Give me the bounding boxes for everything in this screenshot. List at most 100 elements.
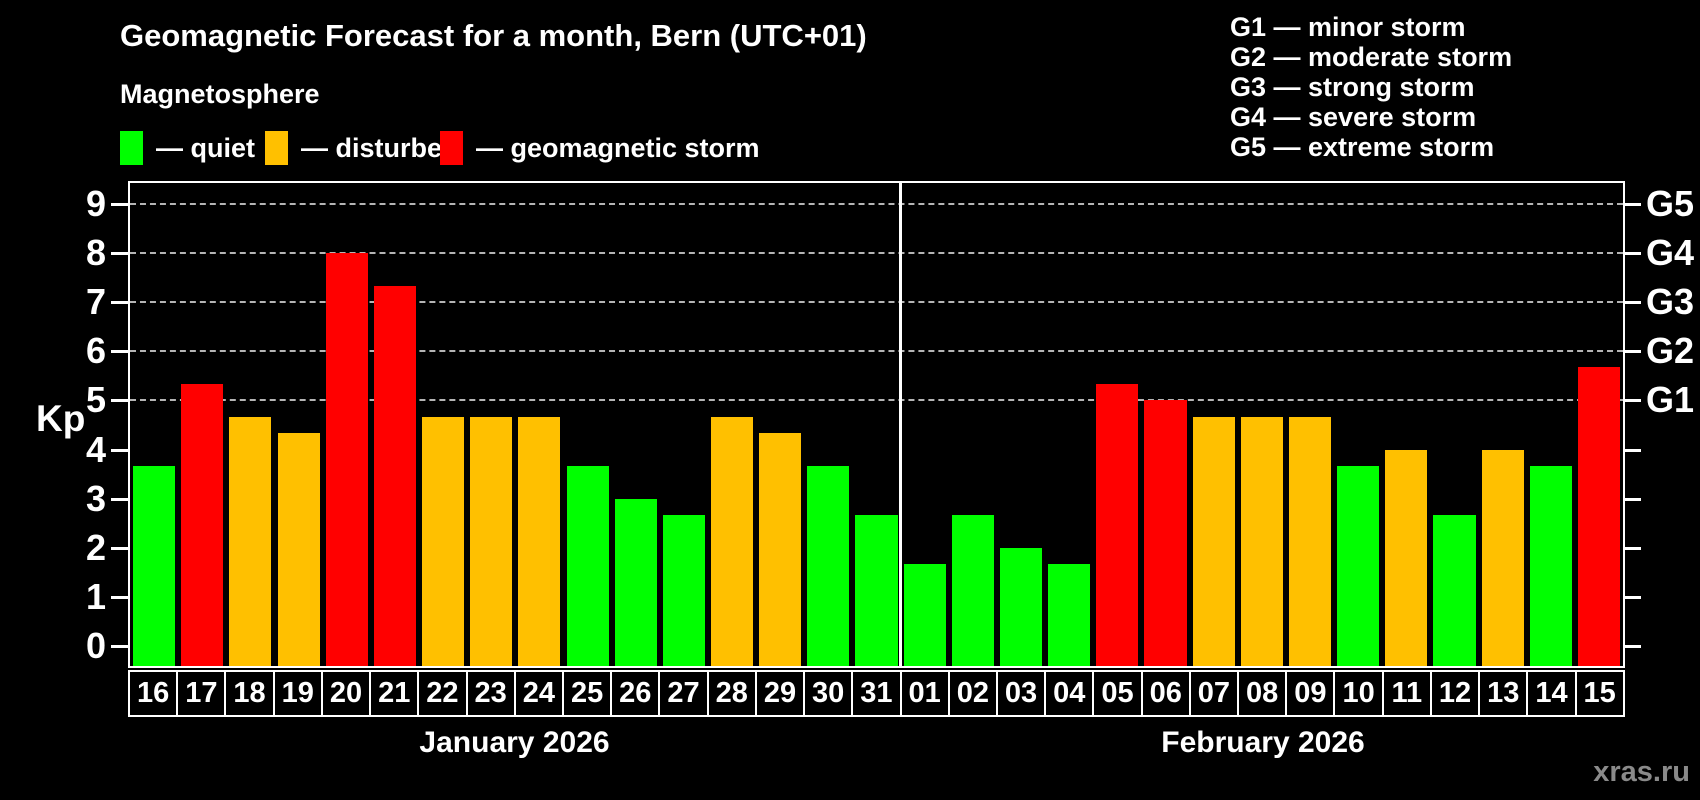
quiet-color-swatch bbox=[120, 131, 143, 165]
kp-bar-day-04 bbox=[1048, 564, 1091, 666]
date-cell-11: 11 bbox=[1381, 670, 1432, 717]
date-cell-09: 09 bbox=[1285, 670, 1336, 717]
plot-area bbox=[128, 181, 1625, 668]
kp-bar-day-17 bbox=[181, 384, 224, 666]
kp-bar-day-26 bbox=[614, 498, 657, 666]
date-cell-03: 03 bbox=[995, 670, 1047, 717]
date-cell-18: 18 bbox=[224, 670, 275, 717]
g-tick-label-g1: G1 bbox=[1646, 379, 1695, 421]
date-cell-08: 08 bbox=[1237, 670, 1288, 717]
legend-label-disturbed: — disturbed bbox=[301, 132, 459, 163]
y-tick-label-2: 2 bbox=[85, 527, 106, 568]
kp-bar-day-03 bbox=[999, 548, 1043, 666]
kp-bar-day-01 bbox=[903, 564, 946, 666]
kp-bar-day-02 bbox=[951, 515, 994, 666]
left-tick-kp5 bbox=[111, 399, 128, 403]
date-cell-15: 15 bbox=[1574, 670, 1625, 717]
gridline-kp5 bbox=[130, 399, 1623, 402]
gridline-kp8 bbox=[130, 251, 1623, 254]
kp-bar-day-12 bbox=[1433, 515, 1476, 666]
date-cell-31: 31 bbox=[851, 670, 902, 717]
g-legend-line-5: G5 — extreme storm bbox=[1230, 132, 1495, 162]
right-tick-kp6 bbox=[1625, 350, 1641, 354]
right-tick-kp0 bbox=[1625, 645, 1641, 649]
date-cell-29: 29 bbox=[754, 670, 806, 717]
page-title: Geomagnetic Forecast for a month, Bern (… bbox=[120, 18, 867, 53]
right-tick-kp4 bbox=[1625, 448, 1641, 452]
g-scale-legend: G1 — minor storm G2 — moderate storm G3 … bbox=[1230, 12, 1512, 162]
left-tick-kp0 bbox=[111, 645, 128, 649]
left-tick-kp9 bbox=[111, 202, 128, 206]
g-legend-line-3: G3 — strong storm bbox=[1230, 72, 1475, 102]
disturbed-color-swatch bbox=[265, 131, 288, 165]
date-cell-21: 21 bbox=[369, 670, 420, 717]
legend-item-quiet: — quiet bbox=[120, 129, 255, 167]
y-tick-label-1: 1 bbox=[85, 576, 106, 618]
legend-label-quiet: — quiet bbox=[156, 132, 255, 163]
watermark-link[interactable]: xras.ru bbox=[1593, 756, 1690, 788]
legend-label-storm: — geomagnetic storm bbox=[476, 132, 760, 163]
date-cell-24: 24 bbox=[513, 670, 564, 717]
date-cell-06: 06 bbox=[1140, 670, 1191, 717]
left-tick-kp6 bbox=[111, 350, 128, 354]
y-tick-label-8: 8 bbox=[85, 231, 106, 273]
date-cell-22: 22 bbox=[417, 670, 468, 717]
kp-bar-day-11 bbox=[1385, 449, 1428, 666]
y-tick-label-0: 0 bbox=[85, 625, 106, 667]
kp-bar-day-06 bbox=[1144, 400, 1187, 666]
y-axis-label: Kp bbox=[36, 398, 86, 439]
date-cell-17: 17 bbox=[176, 670, 227, 717]
kp-bar-day-21 bbox=[373, 285, 416, 666]
kp-bar-day-14 bbox=[1529, 465, 1572, 666]
date-cell-28: 28 bbox=[706, 670, 757, 717]
right-tick-kp3 bbox=[1625, 497, 1641, 501]
kp-bar-day-05 bbox=[1096, 384, 1139, 666]
left-tick-kp2 bbox=[111, 547, 128, 550]
gridline-kp7 bbox=[130, 301, 1623, 303]
kp-bar-day-23 bbox=[470, 416, 513, 666]
g-tick-label-g2: G2 bbox=[1646, 330, 1695, 372]
right-tick-kp2 bbox=[1625, 547, 1641, 550]
gridline-kp6 bbox=[130, 350, 1623, 353]
left-tick-kp7 bbox=[111, 301, 128, 304]
kp-bar-day-13 bbox=[1481, 449, 1524, 666]
kp-bar-day-29 bbox=[759, 433, 802, 666]
y-tick-label-4: 4 bbox=[85, 428, 106, 470]
g-tick-label-g3: G3 bbox=[1646, 281, 1695, 322]
kp-bar-day-24 bbox=[518, 416, 561, 666]
date-cell-20: 20 bbox=[320, 670, 372, 717]
legend-item-storm: — geomagnetic storm bbox=[440, 129, 760, 167]
date-cell-07: 07 bbox=[1188, 670, 1240, 717]
date-cell-23: 23 bbox=[465, 670, 516, 717]
g-legend-line-1: G1 — minor storm bbox=[1230, 12, 1466, 42]
kp-bar-day-27 bbox=[662, 515, 705, 666]
date-cell-04: 04 bbox=[1044, 670, 1095, 717]
y-tick-label-6: 6 bbox=[85, 330, 106, 372]
kp-bar-day-30 bbox=[807, 465, 850, 666]
kp-bar-day-18 bbox=[229, 416, 272, 666]
kp-bar-day-10 bbox=[1337, 465, 1380, 666]
month-label-january: January 2026 bbox=[419, 726, 610, 759]
date-cell-14: 14 bbox=[1526, 670, 1577, 717]
date-cell-26: 26 bbox=[610, 670, 661, 717]
left-tick-kp4 bbox=[111, 448, 128, 452]
date-cell-19: 19 bbox=[272, 670, 323, 717]
g-tick-label-g4: G4 bbox=[1646, 231, 1695, 273]
right-tick-kp5 bbox=[1625, 399, 1641, 403]
date-cell-16: 16 bbox=[128, 670, 179, 717]
date-cell-02: 02 bbox=[947, 670, 998, 717]
chart-subtitle: Magnetosphere bbox=[120, 79, 320, 109]
date-axis-row: 16 17 18 19 20 21 22 23 24 25 26 27 28 29 30 31 01 02 03 04… bbox=[128, 670, 1625, 717]
date-cell-05: 05 bbox=[1092, 670, 1143, 717]
left-tick-kp1 bbox=[111, 596, 128, 600]
kp-bar-day-19 bbox=[277, 433, 320, 666]
date-cell-27: 27 bbox=[658, 670, 709, 717]
date-cell-10: 10 bbox=[1333, 670, 1384, 717]
date-cell-01: 01 bbox=[899, 670, 950, 717]
kp-bar-day-07 bbox=[1192, 416, 1235, 666]
g-tick-label-g5: G5 bbox=[1646, 182, 1695, 224]
g-legend-line-4: G4 — severe storm bbox=[1230, 102, 1477, 132]
kp-bar-day-22 bbox=[422, 416, 465, 666]
kp-bar-day-31 bbox=[855, 515, 898, 666]
